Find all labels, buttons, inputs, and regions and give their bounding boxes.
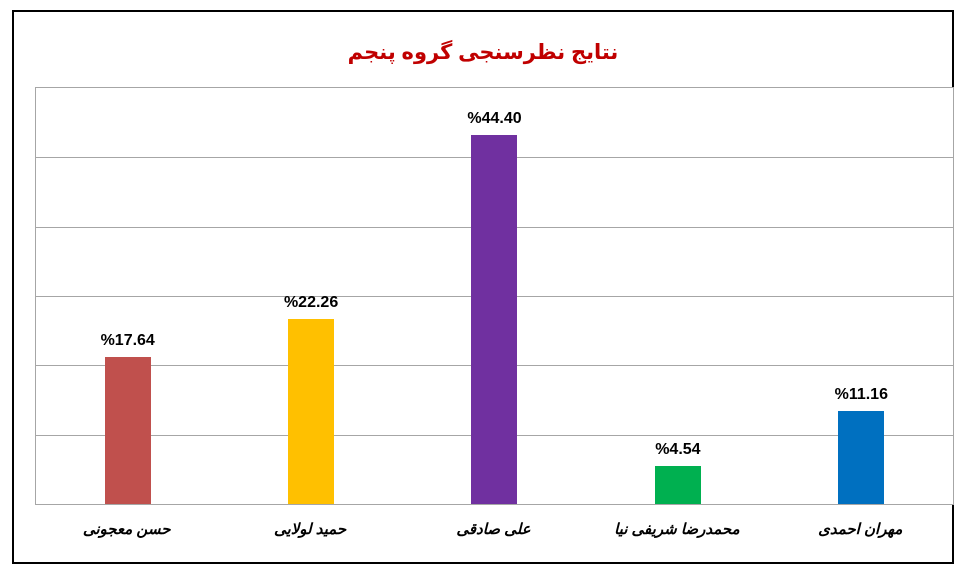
chart-frame: نتایج نظرسنجی گروه پنجم %17.64 %22.26 %44.… [12, 10, 954, 564]
category-label: محمدرضا شریفی نیا [614, 521, 740, 538]
category-label: حسن معجونی [82, 521, 171, 538]
bar-slot: %22.26 [219, 88, 402, 504]
value-label: %11.16 [834, 386, 888, 404]
bar-slot: %44.40 [403, 88, 586, 504]
bar-slot: %11.16 [770, 88, 953, 504]
value-label: %44.40 [467, 109, 522, 127]
bar-1[interactable] [104, 357, 151, 504]
bar-5[interactable] [838, 411, 885, 504]
value-label: %4.54 [655, 441, 701, 459]
plot-area: %17.64 %22.26 %44.40 %4.54 %11.16 [35, 87, 954, 505]
value-label: %17.64 [100, 332, 155, 350]
bar-slot: %4.54 [586, 88, 769, 504]
category-axis: حسن معجونی حمید لولایی علی صادقی محمدرضا شر… [35, 510, 952, 554]
category-label: حمید لولایی [274, 521, 347, 538]
chart-title: نتایج نظرسنجی گروه پنجم [347, 41, 619, 64]
value-label: %22.26 [283, 293, 339, 311]
category-label: مهران احمدی [818, 521, 903, 538]
bar-4[interactable] [654, 466, 701, 504]
bar-3[interactable] [471, 134, 518, 504]
bar-slot: %17.64 [36, 88, 219, 504]
category-label: علی صادقی [456, 521, 531, 538]
bar-2[interactable] [288, 318, 335, 504]
